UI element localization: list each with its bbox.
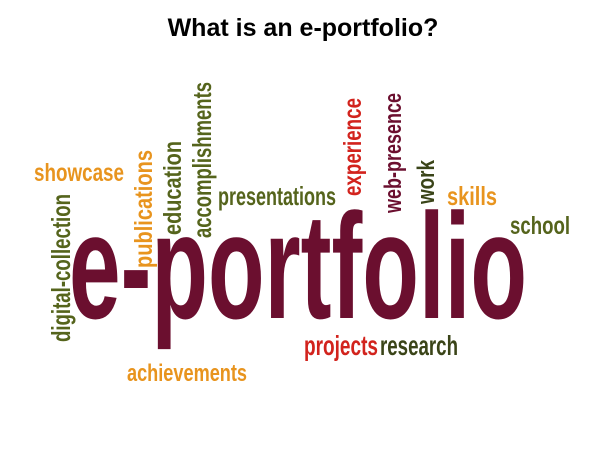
word-school: school bbox=[510, 212, 570, 240]
word-web-presence: web-presence bbox=[380, 93, 407, 214]
word-projects: projects bbox=[304, 330, 378, 361]
word-education: education bbox=[159, 141, 187, 235]
word-presentations: presentations bbox=[218, 181, 336, 211]
word-accomplishments: accomplishments bbox=[187, 82, 217, 238]
word-eportfolio: e-portfolio bbox=[69, 182, 527, 350]
word-publications: publications bbox=[130, 150, 158, 268]
word-work: work bbox=[413, 159, 440, 204]
word-achievements: achievements bbox=[127, 360, 247, 387]
word-skills: skills bbox=[447, 181, 497, 211]
word-research: research bbox=[380, 330, 458, 361]
word-digital-collection: digital-collection bbox=[46, 194, 76, 342]
slide-title: What is an e-portfolio? bbox=[167, 14, 439, 42]
word-showcase: showcase bbox=[34, 159, 124, 187]
word-experience: experience bbox=[339, 98, 367, 196]
